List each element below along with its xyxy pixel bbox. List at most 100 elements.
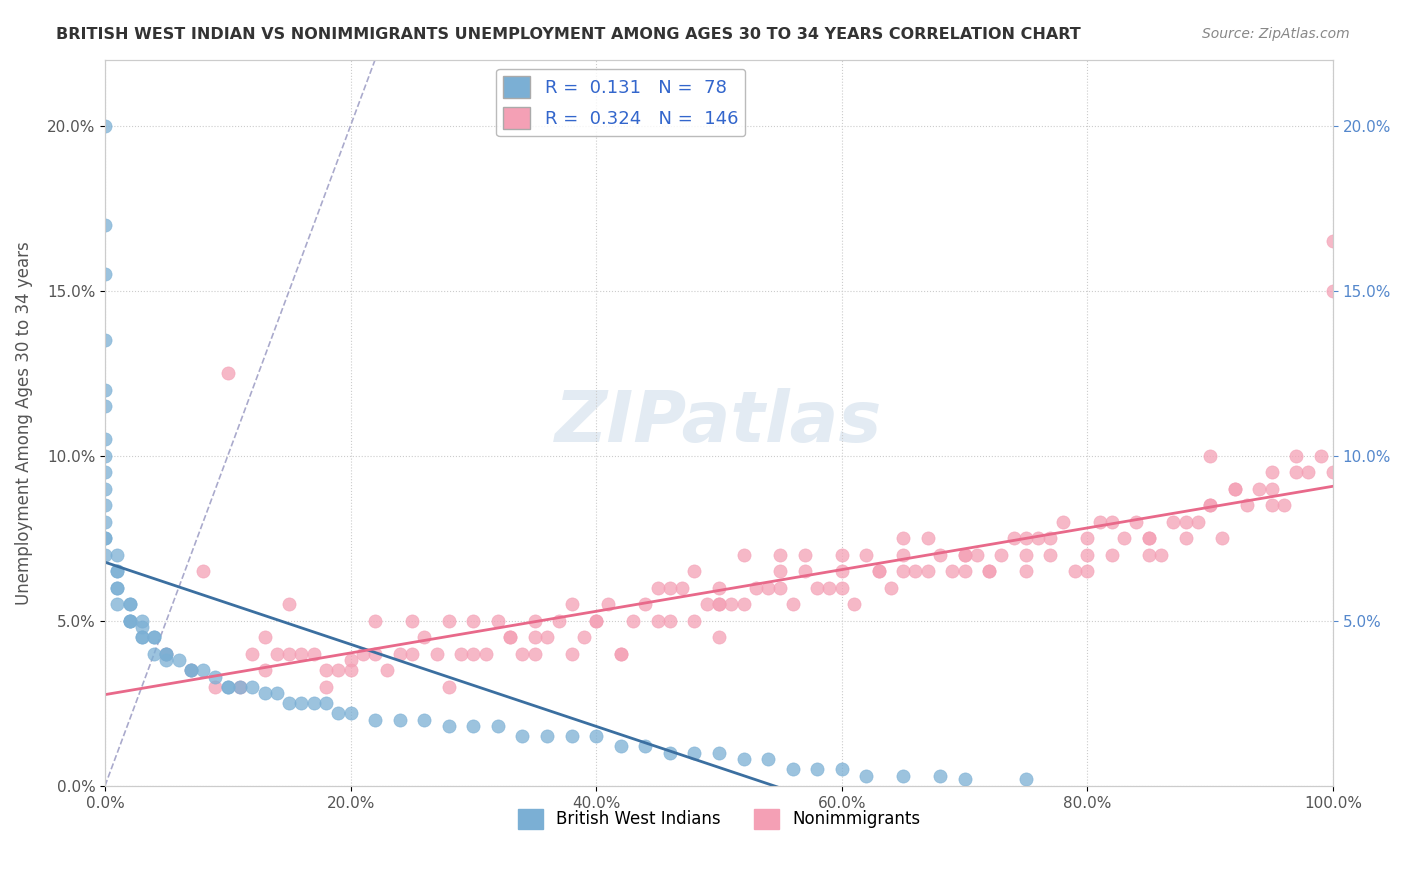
Point [105,564,128,578]
Point [1137,531,1160,545]
Point [118,614,141,628]
Point [658,581,681,595]
Point [842,597,865,611]
Point [155,653,177,667]
Point [118,614,141,628]
Point [683,564,706,578]
Point [609,647,631,661]
Point [733,752,755,766]
Point [1137,531,1160,545]
Point [167,653,190,667]
Point [904,564,927,578]
Point [105,597,128,611]
Point [891,531,914,545]
Point [977,564,1000,578]
Point [1272,498,1295,512]
Point [658,614,681,628]
Point [278,597,301,611]
Point [437,719,460,733]
Point [720,597,742,611]
Point [1101,548,1123,562]
Point [891,769,914,783]
Point [1137,548,1160,562]
Point [1298,465,1320,479]
Point [94,531,117,545]
Point [683,746,706,760]
Point [1322,284,1344,298]
Point [585,729,607,743]
Point [105,581,128,595]
Point [463,719,485,733]
Point [707,746,730,760]
Point [548,614,571,628]
Point [831,548,853,562]
Point [1199,449,1222,463]
Point [94,432,117,446]
Point [253,686,276,700]
Point [290,647,312,661]
Point [733,548,755,562]
Point [1015,531,1038,545]
Point [229,680,252,694]
Point [512,647,534,661]
Point [266,686,288,700]
Point [696,597,718,611]
Point [1309,449,1331,463]
Point [155,647,177,661]
Point [204,680,226,694]
Point [94,383,117,397]
Point [94,465,117,479]
Point [634,739,657,754]
Point [131,630,153,644]
Text: ZIPatlas: ZIPatlas [555,388,883,458]
Point [240,680,263,694]
Y-axis label: Unemployment Among Ages 30 to 34 years: Unemployment Among Ages 30 to 34 years [15,241,32,605]
Point [94,333,117,347]
Point [377,663,399,677]
Point [818,581,841,595]
Point [302,696,325,710]
Point [707,581,730,595]
Point [953,564,976,578]
Point [118,597,141,611]
Point [364,713,387,727]
Point [180,663,202,677]
Point [1015,548,1038,562]
Point [180,663,202,677]
Point [155,647,177,661]
Point [118,597,141,611]
Point [929,548,952,562]
Point [891,564,914,578]
Point [266,647,288,661]
Point [1114,531,1136,545]
Point [769,581,792,595]
Point [523,647,546,661]
Point [486,719,509,733]
Point [474,647,496,661]
Legend: British West Indians, Nonimmigrants: British West Indians, Nonimmigrants [510,802,927,836]
Point [512,729,534,743]
Point [315,663,337,677]
Point [561,597,583,611]
Point [1236,498,1258,512]
Point [388,647,411,661]
Point [658,746,681,760]
Point [1064,564,1087,578]
Point [1039,531,1062,545]
Point [1125,515,1147,529]
Point [94,119,117,133]
Point [1076,548,1098,562]
Point [94,399,117,413]
Point [193,564,215,578]
Point [1223,482,1246,496]
Point [1260,465,1282,479]
Point [1161,515,1184,529]
Point [94,218,117,232]
Point [634,597,657,611]
Point [463,647,485,661]
Point [1285,465,1308,479]
Point [1039,548,1062,562]
Point [413,630,436,644]
Point [609,647,631,661]
Point [118,614,141,628]
